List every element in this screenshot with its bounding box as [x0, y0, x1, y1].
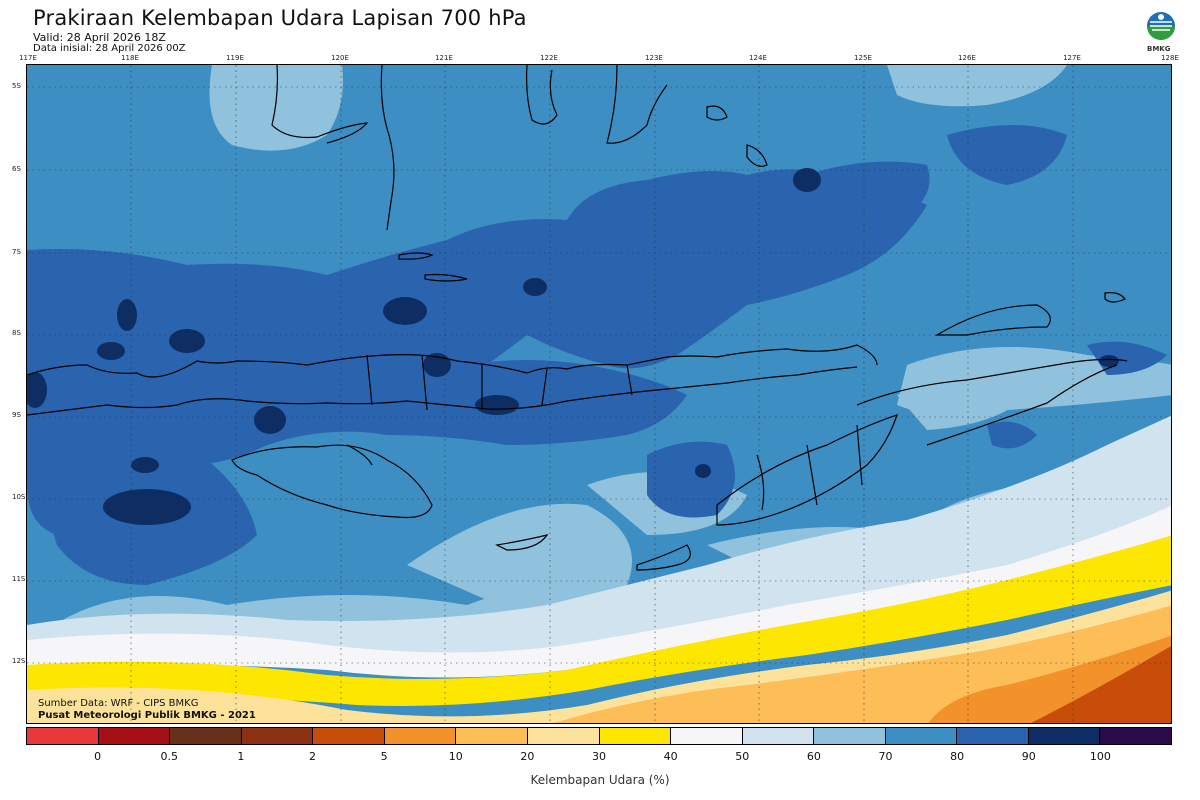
- lat-label: 9S: [12, 411, 21, 419]
- colorbar-swatch: [671, 728, 743, 744]
- lon-label: 125E: [854, 54, 872, 62]
- colorbar-swatch: [885, 728, 958, 744]
- chart-title: Prakiraan Kelembapan Udara Lapisan 700 h…: [33, 6, 527, 30]
- lon-label: 126E: [958, 54, 976, 62]
- colorbar-swatch: [957, 728, 1029, 744]
- colorbar-swatch: [1100, 728, 1171, 744]
- lon-label: 123E: [645, 54, 663, 62]
- colorbar-tick: 70: [878, 750, 893, 763]
- colorbar-tick: 100: [1089, 750, 1111, 763]
- colorbar-swatch: [1028, 728, 1101, 744]
- colorbar-swatch: [27, 728, 99, 744]
- colorbar-tick: 60: [806, 750, 821, 763]
- colorbar-swatch: [814, 728, 886, 744]
- lat-label: 6S: [12, 165, 21, 173]
- colorbar-tick: 10: [448, 750, 463, 763]
- colorbar-tick: 30: [592, 750, 606, 763]
- colorbar: [26, 727, 1172, 745]
- colorbar-label: Kelembapan Udara (%): [530, 773, 670, 787]
- colorbar-tick: 0.5: [160, 750, 179, 763]
- lat-label: 12S: [12, 657, 26, 665]
- colorbar-tick: 80: [950, 750, 965, 763]
- initial-time: Data inisial: 28 April 2026 00Z: [33, 43, 186, 54]
- colorbar-tick: 40: [663, 750, 678, 763]
- lon-label: 120E: [331, 54, 349, 62]
- logo-text: BMKG: [1147, 45, 1171, 53]
- colorbar-swatch: [241, 728, 314, 744]
- valid-time: Valid: 28 April 2026 18Z: [33, 31, 166, 44]
- humidity-map: [26, 64, 1172, 724]
- lat-label: 10S: [12, 493, 26, 501]
- colorbar-tick: 1: [237, 750, 245, 763]
- colorbar-tick: 2: [309, 750, 316, 763]
- colorbar-swatch: [599, 728, 672, 744]
- lon-label: 121E: [435, 54, 453, 62]
- colorbar-tick: 5: [380, 750, 388, 763]
- lon-label: 127E: [1063, 54, 1081, 62]
- colorbar-swatch: [742, 728, 815, 744]
- bmkg-logo-icon: [1147, 12, 1175, 40]
- colorbar-tick: 20: [520, 750, 535, 763]
- coastlines: [27, 65, 1128, 571]
- lat-label: 5S: [12, 82, 21, 90]
- source-credit: Sumber Data: WRF - CIPS BMKG: [38, 698, 199, 709]
- lon-label: 122E: [540, 54, 558, 62]
- colorbar-swatch: [98, 728, 171, 744]
- colorbar-swatch: [170, 728, 242, 744]
- colorbar-swatch: [456, 728, 528, 744]
- colorbar-swatch: [384, 728, 457, 744]
- lon-label: 128E: [1161, 54, 1179, 62]
- colorbar-swatch: [527, 728, 600, 744]
- colorbar-tick: 0: [94, 750, 102, 763]
- lat-label: 11S: [12, 575, 26, 583]
- lon-label: 118E: [121, 54, 139, 62]
- colorbar-swatch: [313, 728, 385, 744]
- map-svg: [27, 65, 1171, 723]
- lat-label: 8S: [12, 329, 21, 337]
- lat-label: 7S: [12, 248, 21, 256]
- lon-label: 119E: [226, 54, 244, 62]
- organization-credit: Pusat Meteorologi Publik BMKG - 2021: [38, 710, 256, 721]
- lon-label: 117E: [19, 54, 37, 62]
- colorbar-tick: 90: [1021, 750, 1036, 763]
- lon-label: 124E: [749, 54, 767, 62]
- colorbar-tick: 50: [735, 750, 750, 763]
